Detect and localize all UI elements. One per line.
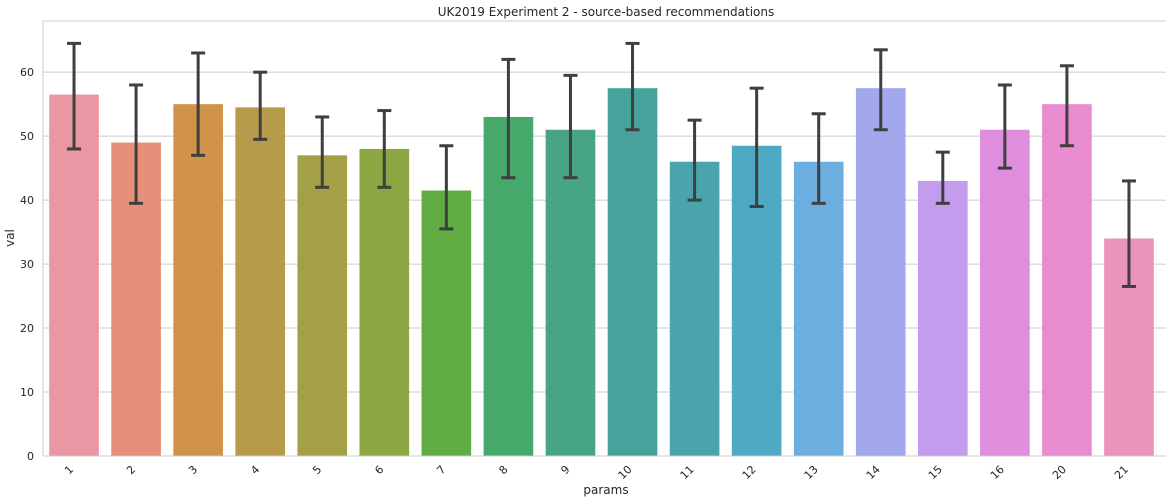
error-bar [439, 144, 454, 231]
error-bar [253, 70, 268, 141]
error-bar [625, 41, 640, 132]
x-tick-label: 8 [496, 463, 510, 477]
x-tick-label: 11 [678, 463, 697, 482]
error-bar [501, 57, 516, 180]
x-tick-label: 2 [124, 463, 138, 477]
y-tick-labels: 0 10 20 30 40 50 60 [20, 66, 34, 463]
error-bar [315, 115, 330, 189]
x-tick-label: 10 [616, 463, 635, 482]
x-tick-label: 7 [434, 463, 448, 477]
error-bar [377, 109, 392, 189]
bar [607, 88, 658, 456]
error-bar [687, 118, 702, 202]
bar [545, 129, 596, 456]
bar [855, 88, 906, 456]
error-bar [935, 150, 950, 205]
x-tick-label: 16 [988, 463, 1007, 482]
bar [49, 94, 99, 457]
x-tick-labels: 1 2 3 4 5 6 7 8 9 10 11 12 13 14 15 16 20 21 [62, 463, 1131, 482]
chart-title: UK2019 Experiment 2 - source-based recom… [438, 5, 775, 19]
y-tick-label: 60 [20, 66, 34, 79]
error-bar [563, 73, 578, 180]
error-bar [1059, 64, 1074, 148]
bar [793, 161, 844, 456]
y-tick-label: 30 [20, 258, 34, 271]
x-tick-label: 6 [372, 463, 386, 477]
y-tick-label: 10 [20, 386, 34, 399]
y-tick-label: 0 [27, 450, 34, 463]
plot-area-frame [42, 20, 1166, 457]
x-tick-label: 1 [62, 463, 76, 477]
bars [49, 88, 1154, 457]
x-tick-label: 3 [186, 463, 200, 477]
y-axis-label: val [3, 229, 17, 247]
y-tick-label: 40 [20, 194, 34, 207]
bar [235, 107, 286, 456]
error-bars [67, 41, 1136, 288]
error-bar [67, 41, 82, 151]
bar [359, 148, 410, 457]
gridlines [43, 71, 1166, 457]
y-tick-label: 50 [20, 130, 34, 143]
bar [669, 161, 720, 456]
bar [173, 104, 223, 456]
x-tick-label: 5 [310, 463, 324, 477]
error-bar [811, 112, 826, 205]
x-tick-label: 4 [248, 463, 262, 477]
x-tick-label: 15 [926, 463, 945, 482]
x-tick-label: 20 [1050, 463, 1069, 482]
error-bar [129, 83, 144, 205]
x-tick-label: 21 [1112, 463, 1131, 482]
error-bar [997, 83, 1012, 170]
error-bar [1121, 179, 1136, 288]
bar [1042, 104, 1092, 456]
bar [917, 180, 968, 457]
bar [421, 190, 472, 456]
error-bar [191, 51, 206, 157]
bar [980, 129, 1030, 456]
x-tick-label: 12 [740, 463, 759, 482]
x-axis-label: params [583, 483, 628, 497]
error-bar [749, 86, 764, 209]
error-bar [873, 48, 888, 132]
x-tick-label: 13 [802, 463, 821, 482]
y-tick-label: 20 [20, 322, 34, 335]
x-tick-label: 14 [864, 463, 883, 482]
bar [297, 155, 348, 456]
x-tick-label: 9 [558, 463, 572, 477]
